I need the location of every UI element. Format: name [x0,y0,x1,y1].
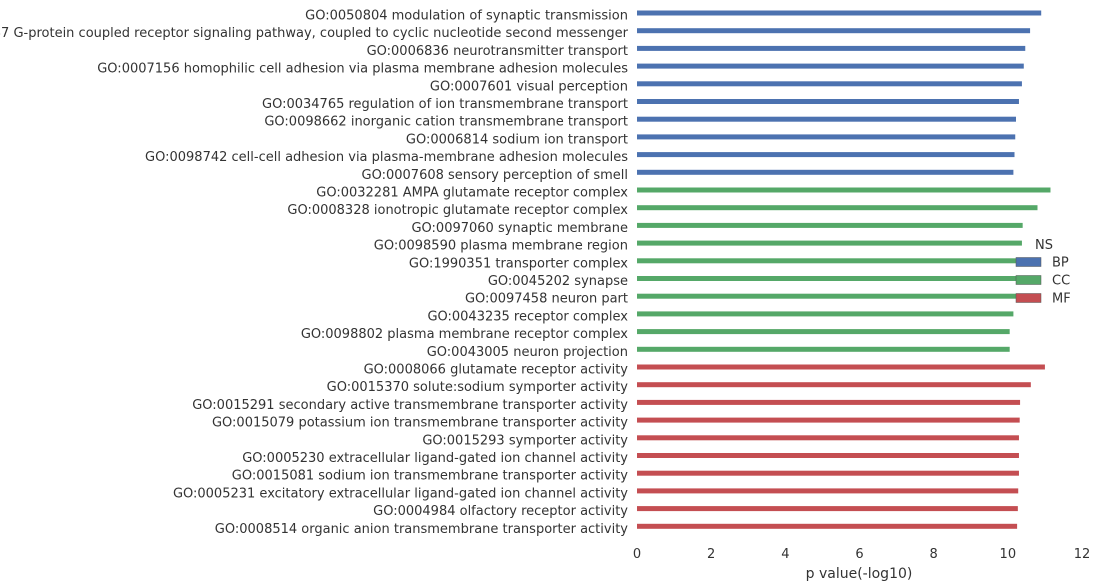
category-label: GO:0097060 synaptic membrane [411,221,628,236]
bar-mf-9: GO:0004984 olfactory receptor activity: … [637,506,1018,512]
bar-cc-4: GO:0098590 plasma membrane region: 10.38 [637,240,1022,246]
category-label: GO:0034765 regulation of ion transmembra… [262,97,628,112]
bar-mf-7: GO:0015081 sodium ion transmembrane tran… [637,470,1019,476]
bar-cc-9: GO:0098802 plasma membrane receptor comp… [637,329,1010,335]
legend-swatch-cc [1015,275,1042,285]
x-axis: 0 2 4 6 8 10 12 [633,547,1090,562]
bar-cc-8: GO:0043235 receptor complex: 10.15 [637,311,1014,317]
category-label: GO:0007156 homophilic cell adhesion via … [97,62,628,77]
category-label: GO:0043005 neuron projection [427,345,628,360]
bar-bp-1: GO:0050804 modulation of synaptic transm… [637,10,1042,16]
category-label: GO:0097458 neuron part [465,292,628,307]
category-label: GO:0015291 secondary active transmembran… [192,398,628,413]
legend-swatch-mf [1015,293,1042,303]
bar-mf-8: GO:0005231 excitatory extracellular liga… [637,488,1019,494]
bar-mf-5: GO:0015293 symporter activity: 10.3 [637,435,1019,441]
category-label: GO:0098802 plasma membrane receptor comp… [301,327,628,342]
bar-cc-2: GO:0008328 ionotropic glutamate receptor… [637,205,1038,211]
category-label: GO:0050804 modulation of synaptic transm… [305,9,628,24]
category-label: GO:0005231 excitatory extracellular liga… [173,486,628,501]
category-label: GO:0008328 ionotropic glutamate receptor… [287,203,628,218]
bar-mf-4: GO:0015079 potassium ion transmembrane t… [637,417,1020,423]
category-label: GO:0004984 olfactory receptor activity [373,504,628,519]
bars-layer: GO:0050804 modulation of synaptic transm… [637,10,1051,529]
x-tick-label: 0 [633,547,641,562]
category-label: GO:0015079 potassium ion transmembrane t… [212,416,628,431]
x-axis-title: p value(-log10) [806,566,913,582]
bar-mf-3: GO:0015291 secondary active transmembran… [637,399,1021,405]
bar-bp-10: GO:0007608 sensory perception of smell: … [637,169,1014,175]
legend-title: NS [1035,238,1053,253]
category-label: GO:0098662 inorganic cation transmembran… [264,115,628,130]
x-tick-label: 10 [1000,547,1017,562]
x-tick-label: 4 [781,547,789,562]
category-label: GO:0007601 visual perception [430,79,628,94]
category-label: GO:0006836 neurotransmitter transport [367,44,628,59]
bar-bp-5: GO:0007601 visual perception: 10.38 [637,81,1022,87]
category-label: GO:0008514 organic anion transmembrane t… [215,522,628,537]
bar-bp-4: GO:0007156 homophilic cell adhesion via … [637,63,1024,69]
bar-mf-2: GO:0015370 solute:sodium symporter activ… [637,382,1031,388]
legend-swatch-bp [1015,257,1042,267]
bar-bp-2: GO:0007187 G-protein coupled receptor si… [637,28,1031,34]
category-label: GO:0043235 receptor complex [427,309,628,324]
category-label: GO:0098742 cell-cell adhesion via plasma… [145,150,628,165]
category-label: GO:1990351 transporter complex [409,256,628,271]
category-label: GO:0045202 synapse [488,274,628,289]
x-tick-label: 12 [1074,547,1091,562]
category-label: GO:0008066 glutamate receptor activity [364,363,629,378]
bar-cc-3: GO:0097060 synaptic membrane: 10.4 [637,222,1023,228]
bar-mf-10: GO:0008514 organic anion transmembrane t… [637,523,1018,529]
bar-cc-10: GO:0043005 neuron projection: 10.05 [637,346,1010,352]
bar-bp-9: GO:0098742 cell-cell adhesion via plasma… [637,152,1015,158]
bar-bp-8: GO:0006814 sodium ion transport: 10.2 [637,134,1016,140]
bar-cc-6: GO:0045202 synapse: 10.3 [637,276,1019,281]
x-tick-label: 8 [930,547,938,562]
legend-label-bp: BP [1052,256,1069,271]
bar-bp-7: GO:0098662 inorganic cation transmembran… [637,116,1016,122]
category-label: GO:0015293 symporter activity [422,433,628,448]
x-tick-label: 6 [855,547,863,562]
category-label: GO:0015370 solute:sodium symporter activ… [327,380,629,395]
category-labels-layer: GO:0050804 modulation of synaptic transm… [0,9,629,537]
category-label: GO:0015081 sodium ion transmembrane tran… [232,469,628,484]
legend: NS BP CC MF [1015,238,1071,307]
x-tick-label: 2 [707,547,715,562]
category-label: GO:0098590 plasma membrane region [374,239,628,254]
category-label: GO:0005230 extracellular ligand-gated io… [242,451,628,466]
category-label: GO:0032281 AMPA glutamate receptor compl… [316,186,628,201]
bar-mf-6: GO:0005230 extracellular ligand-gated io… [637,453,1019,458]
bar-cc-1: GO:0032281 AMPA glutamate receptor compl… [637,187,1051,193]
category-label: GO:0007187 G-protein coupled receptor si… [0,26,629,41]
category-label: GO:0007608 sensory perception of smell [362,168,628,183]
bar-bp-6: GO:0034765 regulation of ion transmembra… [637,99,1019,104]
bar-cc-5: GO:1990351 transporter complex: 10.35 [637,258,1021,264]
bar-cc-7: GO:0097458 neuron part: 10.25 [637,293,1018,299]
bar-bp-3: GO:0006836 neurotransmitter transport: 1… [637,45,1026,51]
legend-label-cc: CC [1052,274,1070,289]
category-label: GO:0006814 sodium ion transport [406,132,628,147]
bar-mf-1: GO:0008066 glutamate receptor activity: … [637,364,1045,370]
legend-label-mf: MF [1052,292,1071,307]
